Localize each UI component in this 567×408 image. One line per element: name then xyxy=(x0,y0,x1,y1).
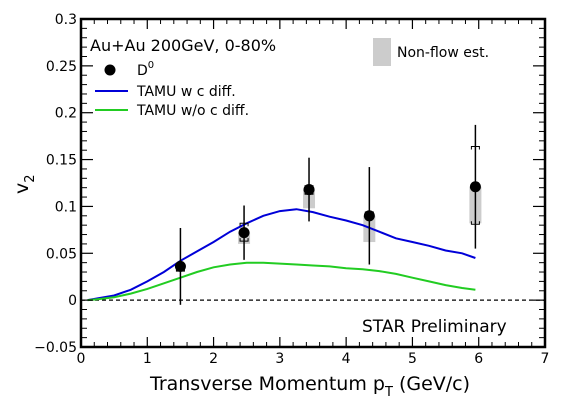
x-tick-label: 2 xyxy=(209,351,218,367)
d0-data-point xyxy=(238,227,250,239)
y-tick-label: −0.05 xyxy=(34,340,77,356)
tamu-without-c-diff-curve xyxy=(87,261,476,302)
x-axis-title: Transverse Momentum pT (GeV/c) xyxy=(149,373,470,400)
x-tick-label: 3 xyxy=(275,351,284,367)
legend-d0-label: D0 xyxy=(137,60,154,79)
y-tick-label: 0.15 xyxy=(46,153,77,169)
d0-data-point xyxy=(174,260,186,272)
x-tick-label: 5 xyxy=(408,351,417,367)
x-tick-label: 6 xyxy=(474,351,483,367)
plot-frame xyxy=(79,17,547,349)
y-axis-title: v2 xyxy=(11,174,38,194)
preliminary-annotation: STAR Preliminary xyxy=(362,317,507,337)
y-axis-title-group: v2 xyxy=(11,174,38,194)
legend-model2-label: TAMU w/o c diff. xyxy=(136,103,249,119)
x-tick-label: 1 xyxy=(143,351,152,367)
legend: D0 TAMU w c diff. TAMU w/o c diff. Non-f… xyxy=(95,38,489,119)
y-tick-label: 0.05 xyxy=(46,246,77,262)
x-tick-label: 7 xyxy=(541,351,550,367)
legend-model1-label: TAMU w c diff. xyxy=(136,84,236,100)
y-tick-label: 0.2 xyxy=(55,106,77,122)
y-tick-label: 0 xyxy=(68,293,77,309)
legend-d0-sup: 0 xyxy=(148,60,154,71)
plot-content xyxy=(81,124,545,305)
tamu-with-c-diff-curve xyxy=(87,208,476,302)
y-tick-label: 0.1 xyxy=(55,199,77,215)
legend-d0-marker xyxy=(104,64,116,76)
y-axis-title-main: v xyxy=(11,183,33,194)
legend-d0-text: D xyxy=(137,63,148,79)
d0-data-point xyxy=(469,181,481,193)
x-axis-title-unit: (GeV/c) xyxy=(399,373,470,395)
x-tick-label: 0 xyxy=(77,351,86,367)
y-tick-label: 0.25 xyxy=(46,59,77,75)
legend-nonflow-label: Non-flow est. xyxy=(397,45,489,61)
d0-data-point xyxy=(363,210,375,222)
x-tick-label: 4 xyxy=(342,351,351,367)
y-tick-label: 0.3 xyxy=(55,12,77,28)
legend-nonflow-swatch xyxy=(373,38,391,66)
y-axis-title-sub: 2 xyxy=(23,174,38,182)
d0-data-point xyxy=(303,184,315,196)
x-axis-title-main: Transverse Momentum p xyxy=(149,373,385,395)
system-annotation: Au+Au 200GeV, 0-80% xyxy=(90,36,276,55)
x-axis-title-sub: T xyxy=(384,385,393,400)
